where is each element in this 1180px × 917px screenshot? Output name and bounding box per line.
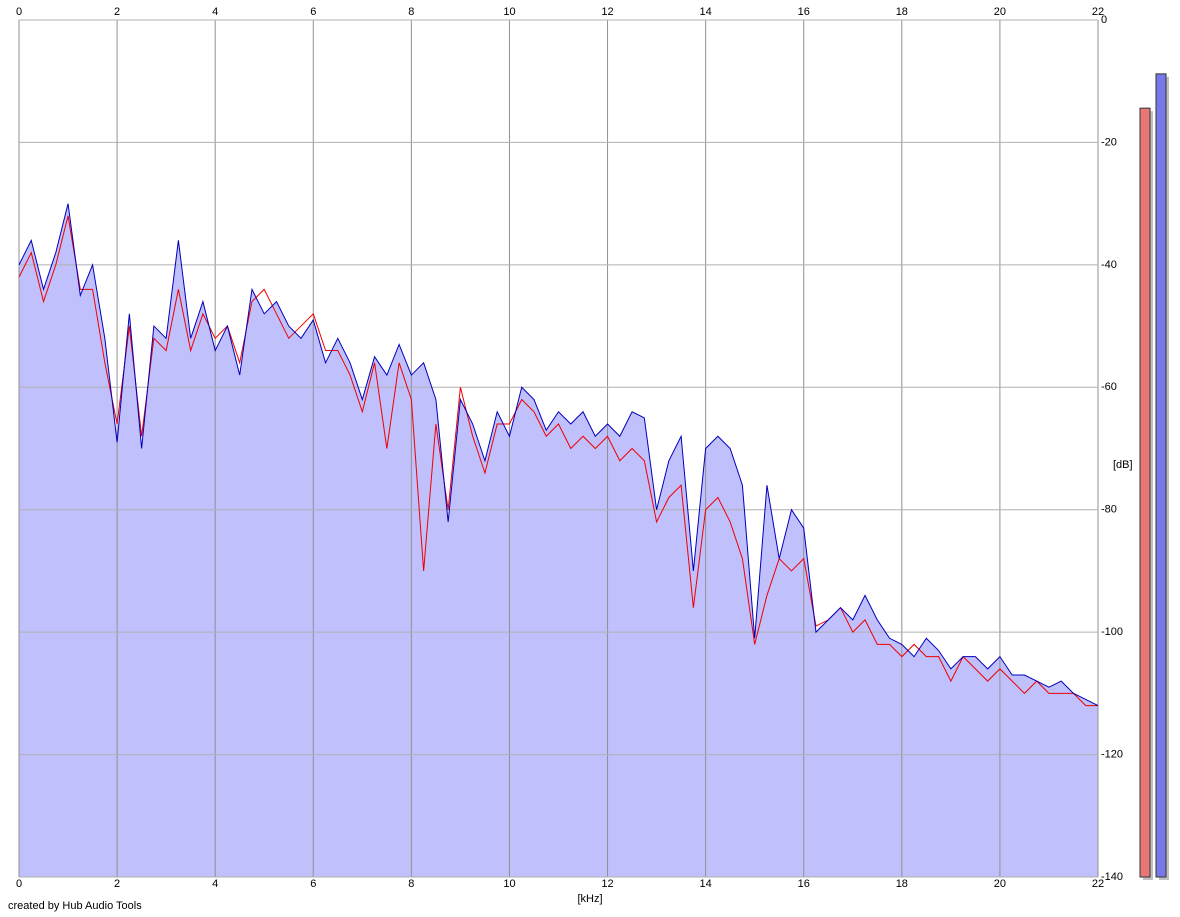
x-tick-label: 16 [798, 6, 810, 18]
y-tick-label: -100 [1101, 626, 1123, 638]
y-tick-label: -80 [1101, 504, 1117, 516]
y-tick-label: -40 [1101, 259, 1117, 271]
area [19, 203, 1098, 878]
x-tick-label: 22 [1092, 878, 1104, 890]
x-tick-label: 12 [601, 6, 613, 18]
y-tick-label: -140 [1101, 871, 1123, 883]
x-tick-label: 20 [994, 878, 1006, 890]
y-tick-label: 0 [1101, 14, 1107, 26]
x-tick-label: 18 [896, 878, 908, 890]
x-tick-label: 6 [310, 6, 316, 18]
x-tick-label: 2 [114, 878, 120, 890]
x-tick-label: 20 [994, 6, 1006, 18]
level-bar [1155, 73, 1167, 878]
x-tick-label: 8 [408, 6, 414, 18]
spectrum-line [18, 215, 1098, 707]
x-tick-label: 0 [16, 6, 22, 18]
y-tick-label: -120 [1101, 748, 1123, 760]
x-tick-label: 12 [601, 878, 613, 890]
x-tick-label: 4 [212, 878, 218, 890]
x-tick-label: 10 [503, 6, 515, 18]
credit: created by Hub Audio Tools [8, 900, 142, 912]
x-tick-label: 0 [16, 878, 22, 890]
x-tick-label: 18 [896, 6, 908, 18]
spectrum-line [18, 203, 1099, 707]
x-tick-label: 14 [700, 878, 712, 890]
x-axis-label: [kHz] [577, 893, 602, 905]
x-tick-label: 8 [408, 878, 414, 890]
x-tick-label: 10 [503, 878, 515, 890]
x-tick-label: 16 [798, 878, 810, 890]
y-tick-label: -20 [1101, 136, 1117, 148]
y-tick-label: -60 [1101, 381, 1117, 393]
x-tick-label: 2 [114, 6, 120, 18]
x-tick-label: 4 [212, 6, 218, 18]
x-tick-label: 6 [310, 878, 316, 890]
x-tick-label: 22 [1092, 6, 1104, 18]
y-axis-label: [dB] [1113, 459, 1133, 471]
level-bar [1139, 107, 1151, 878]
x-tick-label: 14 [700, 6, 712, 18]
